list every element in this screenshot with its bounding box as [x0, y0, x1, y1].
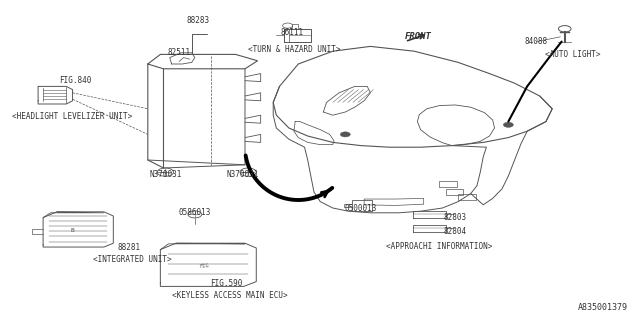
Text: <AUTO LIGHT>: <AUTO LIGHT>: [545, 50, 601, 59]
Circle shape: [340, 132, 350, 137]
Text: 0500013: 0500013: [345, 204, 377, 212]
Text: FIG.590: FIG.590: [210, 279, 243, 288]
Text: <APPROACHI INFORMATION>: <APPROACHI INFORMATION>: [386, 242, 493, 251]
Text: 88283: 88283: [186, 16, 209, 25]
Bar: [440, 181, 457, 187]
Text: <KEYLESS ACCESS MAIN ECU>: <KEYLESS ACCESS MAIN ECU>: [172, 292, 287, 300]
Text: 88281: 88281: [117, 244, 141, 252]
Text: 84088: 84088: [525, 37, 548, 46]
Text: A835001379: A835001379: [577, 303, 627, 312]
Text: 86111: 86111: [280, 28, 303, 36]
Text: FRONT: FRONT: [405, 32, 432, 41]
Text: N370031: N370031: [226, 170, 259, 179]
Text: <INTEGRATED UNIT>: <INTEGRATED UNIT>: [93, 255, 172, 264]
Text: FIG.840: FIG.840: [60, 76, 92, 84]
Text: 82803: 82803: [444, 213, 467, 222]
Text: 82511: 82511: [168, 48, 191, 57]
Text: 0586013: 0586013: [179, 208, 211, 217]
Text: <TURN & HAZARD UNIT>: <TURN & HAZARD UNIT>: [248, 45, 340, 54]
Bar: [458, 194, 476, 200]
Bar: [445, 189, 463, 195]
Circle shape: [503, 122, 513, 127]
Text: 82804: 82804: [444, 228, 467, 236]
Text: FIG: FIG: [199, 263, 209, 268]
Text: N370031: N370031: [150, 170, 182, 179]
Text: B: B: [70, 228, 74, 233]
Text: <HEADLIGHT LEVELIZER UNIT>: <HEADLIGHT LEVELIZER UNIT>: [12, 112, 132, 121]
